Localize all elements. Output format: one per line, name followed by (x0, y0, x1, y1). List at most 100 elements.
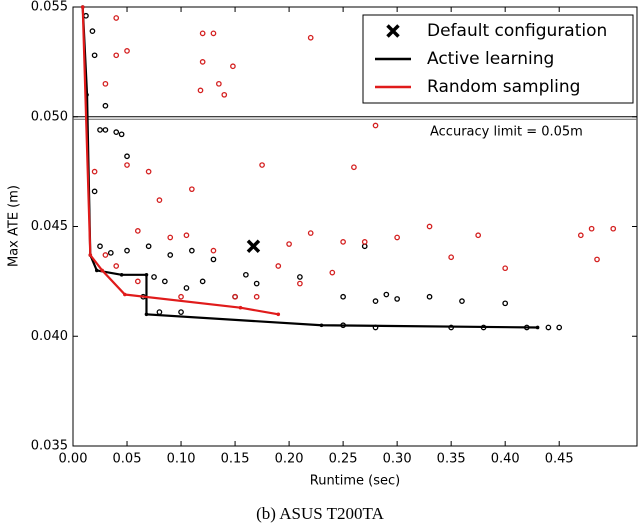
point (394, 296, 400, 302)
point (459, 298, 465, 304)
line-vertex (100, 268, 104, 273)
point (475, 232, 482, 239)
line-vertex (535, 325, 540, 330)
point (394, 234, 400, 241)
point (145, 168, 152, 175)
point (124, 162, 130, 168)
x-axis-label: Runtime (sec) (310, 474, 401, 489)
point (216, 80, 222, 87)
point (253, 280, 260, 287)
point (594, 256, 600, 263)
point (124, 247, 130, 254)
y-tick-label: 0.045 (31, 219, 68, 234)
line-vertex (94, 268, 99, 273)
line (81, 6, 279, 316)
point (107, 249, 114, 256)
legend-label: Random sampling (427, 77, 580, 97)
point (340, 293, 346, 300)
point (275, 263, 282, 269)
point (124, 153, 130, 160)
point (89, 28, 96, 34)
line-vertex (144, 312, 149, 317)
point (577, 232, 584, 239)
y-tick-label: 0.055 (31, 0, 68, 15)
line-vertex (144, 272, 149, 277)
line-vertex (238, 305, 243, 310)
point (340, 239, 346, 245)
point (91, 168, 98, 175)
point (230, 63, 236, 70)
point (210, 247, 217, 254)
point (372, 122, 379, 129)
point (91, 52, 98, 59)
y-tick-label: 0.050 (31, 109, 68, 124)
point (351, 164, 357, 171)
point (102, 102, 109, 109)
point (556, 324, 563, 331)
point (502, 300, 509, 307)
point (83, 12, 89, 19)
point (91, 188, 98, 195)
point (588, 225, 595, 232)
x-tick-label: 0.45 (545, 452, 574, 467)
x-tick-label: 0.10 (167, 452, 196, 467)
point (161, 278, 168, 285)
point (307, 34, 314, 41)
point (134, 228, 141, 234)
point (113, 263, 120, 269)
point (329, 269, 336, 276)
point (113, 52, 120, 59)
point (102, 80, 109, 87)
point (134, 278, 141, 285)
point (118, 131, 125, 138)
y-tick-label: 0.035 (31, 439, 68, 454)
point (183, 285, 190, 291)
marker (386, 24, 400, 38)
point (297, 280, 303, 287)
x-tick-label: 0.30 (383, 452, 412, 467)
x-tick-label: 0.00 (59, 452, 88, 467)
point (221, 91, 228, 98)
point (545, 324, 552, 331)
point (113, 129, 120, 135)
point (448, 254, 455, 261)
point (361, 239, 368, 245)
annotation: Accuracy limit = 0.05m (430, 124, 583, 139)
caption: (b) ASUS T200TA (256, 504, 384, 523)
point (383, 291, 390, 298)
x-tick-label: 0.25 (329, 452, 358, 467)
point (426, 223, 433, 230)
legend-label: Default configuration (427, 21, 607, 41)
point (199, 59, 206, 65)
point (178, 309, 184, 315)
point (102, 127, 109, 133)
point (189, 186, 195, 193)
point (307, 230, 314, 236)
point (210, 30, 217, 37)
point (167, 252, 174, 258)
point (372, 298, 379, 304)
legend-label: Active learning (427, 49, 554, 69)
point (253, 293, 260, 300)
point (156, 197, 163, 204)
point (124, 48, 130, 54)
point (610, 225, 617, 232)
x-tick-label: 0.40 (491, 452, 520, 467)
line-vertex (80, 5, 85, 9)
point (189, 247, 195, 254)
marker (246, 239, 261, 253)
y-tick-label: 0.040 (31, 329, 68, 344)
point (183, 232, 190, 239)
point (156, 309, 163, 315)
line-vertex (119, 272, 124, 277)
line-vertex (88, 253, 93, 257)
x-tick-label: 0.05 (113, 452, 142, 467)
x-tick-label: 0.35 (437, 452, 466, 467)
point (145, 243, 152, 250)
point (286, 241, 292, 247)
point (199, 30, 206, 37)
point (97, 127, 103, 133)
point (199, 278, 206, 285)
point (361, 243, 368, 250)
